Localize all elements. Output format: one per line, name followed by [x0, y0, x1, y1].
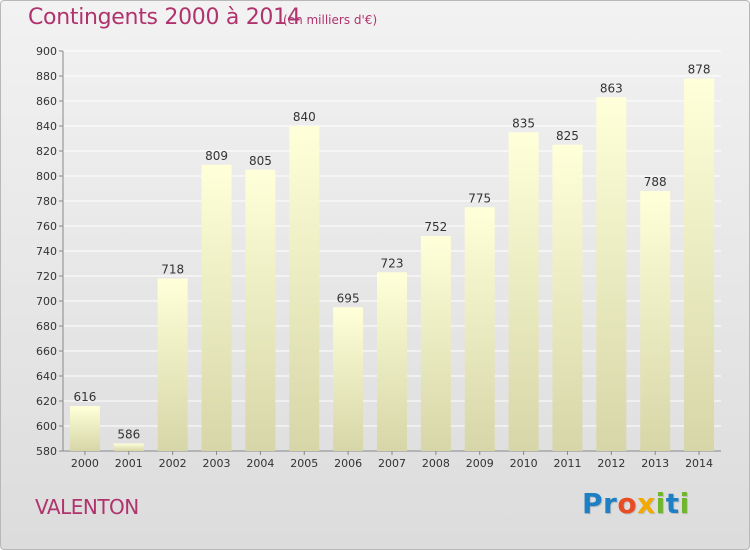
bar	[464, 207, 495, 451]
logo-letter: t	[665, 487, 680, 520]
bar	[333, 307, 364, 451]
bar	[289, 126, 320, 451]
city-name: VALENTON	[35, 495, 139, 519]
x-tick-label: 2007	[378, 457, 406, 470]
bar-value-label: 586	[117, 428, 140, 442]
bar-value-label: 775	[468, 191, 491, 205]
bar	[596, 97, 627, 451]
bar	[420, 236, 451, 451]
x-tick-label: 2014	[685, 457, 713, 470]
y-tick-label: 600	[36, 420, 57, 433]
bars	[69, 78, 715, 451]
chart-title: Contingents 2000 à 2014	[28, 5, 301, 30]
bar-value-label: 718	[161, 263, 184, 277]
y-tick-label: 680	[36, 320, 57, 333]
y-tick-label: 900	[36, 45, 57, 58]
bar-value-label: 863	[600, 81, 623, 95]
y-tick-label: 700	[36, 295, 57, 308]
logo-letter: x	[637, 487, 656, 520]
bar-value-label: 723	[381, 256, 404, 270]
y-tick-label: 800	[36, 170, 57, 183]
bar	[552, 144, 583, 451]
y-tick-label: 620	[36, 395, 57, 408]
bar	[640, 191, 671, 451]
bar-value-label: 616	[73, 390, 96, 404]
bar-value-label: 825	[556, 129, 579, 143]
x-tick-label: 2004	[246, 457, 274, 470]
bar-value-label: 878	[688, 63, 711, 77]
y-tick-label: 760	[36, 220, 57, 233]
logo-letter: r	[603, 487, 618, 520]
bar	[113, 443, 144, 451]
y-tick-label: 880	[36, 70, 57, 83]
y-tick-label: 640	[36, 370, 57, 383]
bar	[69, 406, 100, 451]
x-tick-label: 2011	[553, 457, 581, 470]
y-tick-label: 720	[36, 270, 57, 283]
bar	[245, 169, 276, 451]
logo-letter: i	[679, 487, 690, 520]
y-tick-label: 840	[36, 120, 57, 133]
y-tick-label: 740	[36, 245, 57, 258]
bar	[377, 272, 407, 451]
x-tick-label: 2001	[115, 457, 143, 470]
bar	[508, 132, 539, 451]
logo-letter: o	[617, 487, 638, 520]
x-tick-label: 2000	[71, 457, 99, 470]
x-tick-label: 2006	[334, 457, 362, 470]
bar-value-label: 835	[512, 116, 535, 130]
bar-value-label: 788	[644, 175, 667, 189]
proxiti-logo: Proxiti	[582, 487, 690, 520]
y-tick-label: 860	[36, 95, 57, 108]
bar	[684, 78, 715, 451]
bar	[157, 278, 188, 451]
y-tick-label: 580	[36, 445, 57, 458]
x-tick-label: 2005	[290, 457, 318, 470]
x-tick-label: 2008	[422, 457, 450, 470]
labels: 580 600 620 640 660 680 700 720 740 760 780 800 820 8…	[36, 45, 713, 470]
logo-letter: i	[655, 487, 666, 520]
bar-value-label: 695	[337, 291, 360, 305]
y-tick-label: 780	[36, 195, 57, 208]
bar-value-label: 809	[205, 149, 228, 163]
x-tick-label: 2009	[466, 457, 494, 470]
x-tick-label: 2013	[641, 457, 669, 470]
bar-value-label: 840	[293, 110, 316, 124]
y-tick-label: 820	[36, 145, 57, 158]
x-tick-label: 2010	[510, 457, 538, 470]
y-tick-label: 660	[36, 345, 57, 358]
bar-value-label: 752	[424, 220, 447, 234]
x-tick-label: 2012	[597, 457, 625, 470]
x-tick-label: 2003	[203, 457, 231, 470]
logo-letter: P	[582, 487, 604, 520]
x-tick-label: 2002	[159, 457, 187, 470]
bar-value-label: 805	[249, 154, 272, 168]
chart-unit: (en milliers d'€)	[283, 13, 378, 27]
bar	[201, 164, 232, 451]
